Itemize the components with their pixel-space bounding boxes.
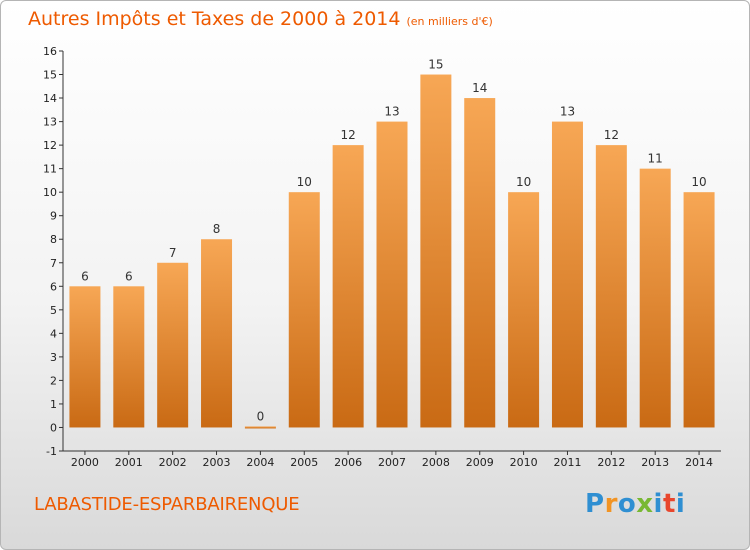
bar-2009 xyxy=(464,98,496,428)
bars xyxy=(69,74,715,429)
x-tick-label: 2009 xyxy=(466,456,494,469)
y-tick-label: 10 xyxy=(43,186,57,199)
y-tick-label: 6 xyxy=(50,280,57,293)
bar-2004 xyxy=(244,426,276,429)
x-tick-label: 2005 xyxy=(290,456,318,469)
y-tick-label: 13 xyxy=(43,116,57,129)
x-tick-label: 2006 xyxy=(334,456,362,469)
x-tick-label: 2004 xyxy=(246,456,274,469)
value-label: 12 xyxy=(604,128,619,142)
bar-2007 xyxy=(376,121,408,428)
x-tick-label: 2000 xyxy=(71,456,99,469)
y-tick-label: 1 xyxy=(50,398,57,411)
value-label: 7 xyxy=(169,246,177,260)
value-label: 14 xyxy=(472,81,487,95)
value-label: 8 xyxy=(213,222,221,236)
x-tick-label: 2007 xyxy=(378,456,406,469)
y-tick-label: 9 xyxy=(50,210,57,223)
bar-2011 xyxy=(551,121,583,428)
chart-subtitle: (en milliers d'€) xyxy=(406,15,493,28)
value-label: 6 xyxy=(81,269,89,283)
value-label: 13 xyxy=(560,105,575,119)
y-tick-label: 4 xyxy=(50,327,57,340)
bar-2008 xyxy=(420,74,452,428)
value-label: 12 xyxy=(340,128,355,142)
y-tick-label: 8 xyxy=(50,233,57,246)
bar-2000 xyxy=(69,286,101,428)
x-tick-label: 2011 xyxy=(553,456,581,469)
x-tick-label: 2013 xyxy=(641,456,669,469)
y-tick-label: 12 xyxy=(43,139,57,152)
commune-name: LABASTIDE-ESPARBAIRENQUE xyxy=(34,494,300,515)
bar-2006 xyxy=(332,145,364,428)
y-tick-label: 16 xyxy=(43,45,57,58)
y-tick-label: 3 xyxy=(50,351,57,364)
proxiti-logo: Proxiti xyxy=(585,489,686,519)
x-tick-label: 2002 xyxy=(159,456,187,469)
value-label: 13 xyxy=(384,105,399,119)
y-tick-label: 2 xyxy=(50,374,57,387)
x-tick-label: 2010 xyxy=(510,456,538,469)
data-labels: 6 6 7 8 0 10 12 13 15 14 10 13 12 11 10 xyxy=(81,58,707,424)
value-label: 10 xyxy=(516,175,531,189)
x-tick-label: 2001 xyxy=(115,456,143,469)
x-tick-label: 2014 xyxy=(685,456,713,469)
y-tick-label: 14 xyxy=(43,92,57,105)
value-label: 6 xyxy=(125,269,133,283)
x-tick-label: 2012 xyxy=(597,456,625,469)
y-tick-label: 11 xyxy=(43,163,57,176)
title-row: Autres Impôts et Taxes de 2000 à 2014 (en… xyxy=(28,8,493,30)
value-label: 15 xyxy=(428,58,443,72)
value-label: 10 xyxy=(691,175,706,189)
value-label: 10 xyxy=(297,175,312,189)
bar-2001 xyxy=(113,286,145,428)
value-label: 11 xyxy=(648,152,663,166)
y-tick-label: 0 xyxy=(50,421,57,434)
value-label: 0 xyxy=(257,409,265,423)
bar-2003 xyxy=(201,239,233,428)
y-tick-label: 7 xyxy=(50,257,57,270)
chart-title: Autres Impôts et Taxes de 2000 à 2014 xyxy=(28,8,401,30)
bar-2012 xyxy=(595,145,627,428)
x-tick-label: 2003 xyxy=(203,456,231,469)
bar-2005 xyxy=(288,192,320,428)
y-tick-label: 15 xyxy=(43,69,57,82)
y-tick-label: 5 xyxy=(50,304,57,317)
bar-2013 xyxy=(639,168,671,428)
bar-2002 xyxy=(157,262,189,428)
bar-2010 xyxy=(508,192,540,428)
y-tick-label: -1 xyxy=(46,445,57,458)
x-tick-label: 2008 xyxy=(422,456,450,469)
bar-2014 xyxy=(683,192,715,428)
